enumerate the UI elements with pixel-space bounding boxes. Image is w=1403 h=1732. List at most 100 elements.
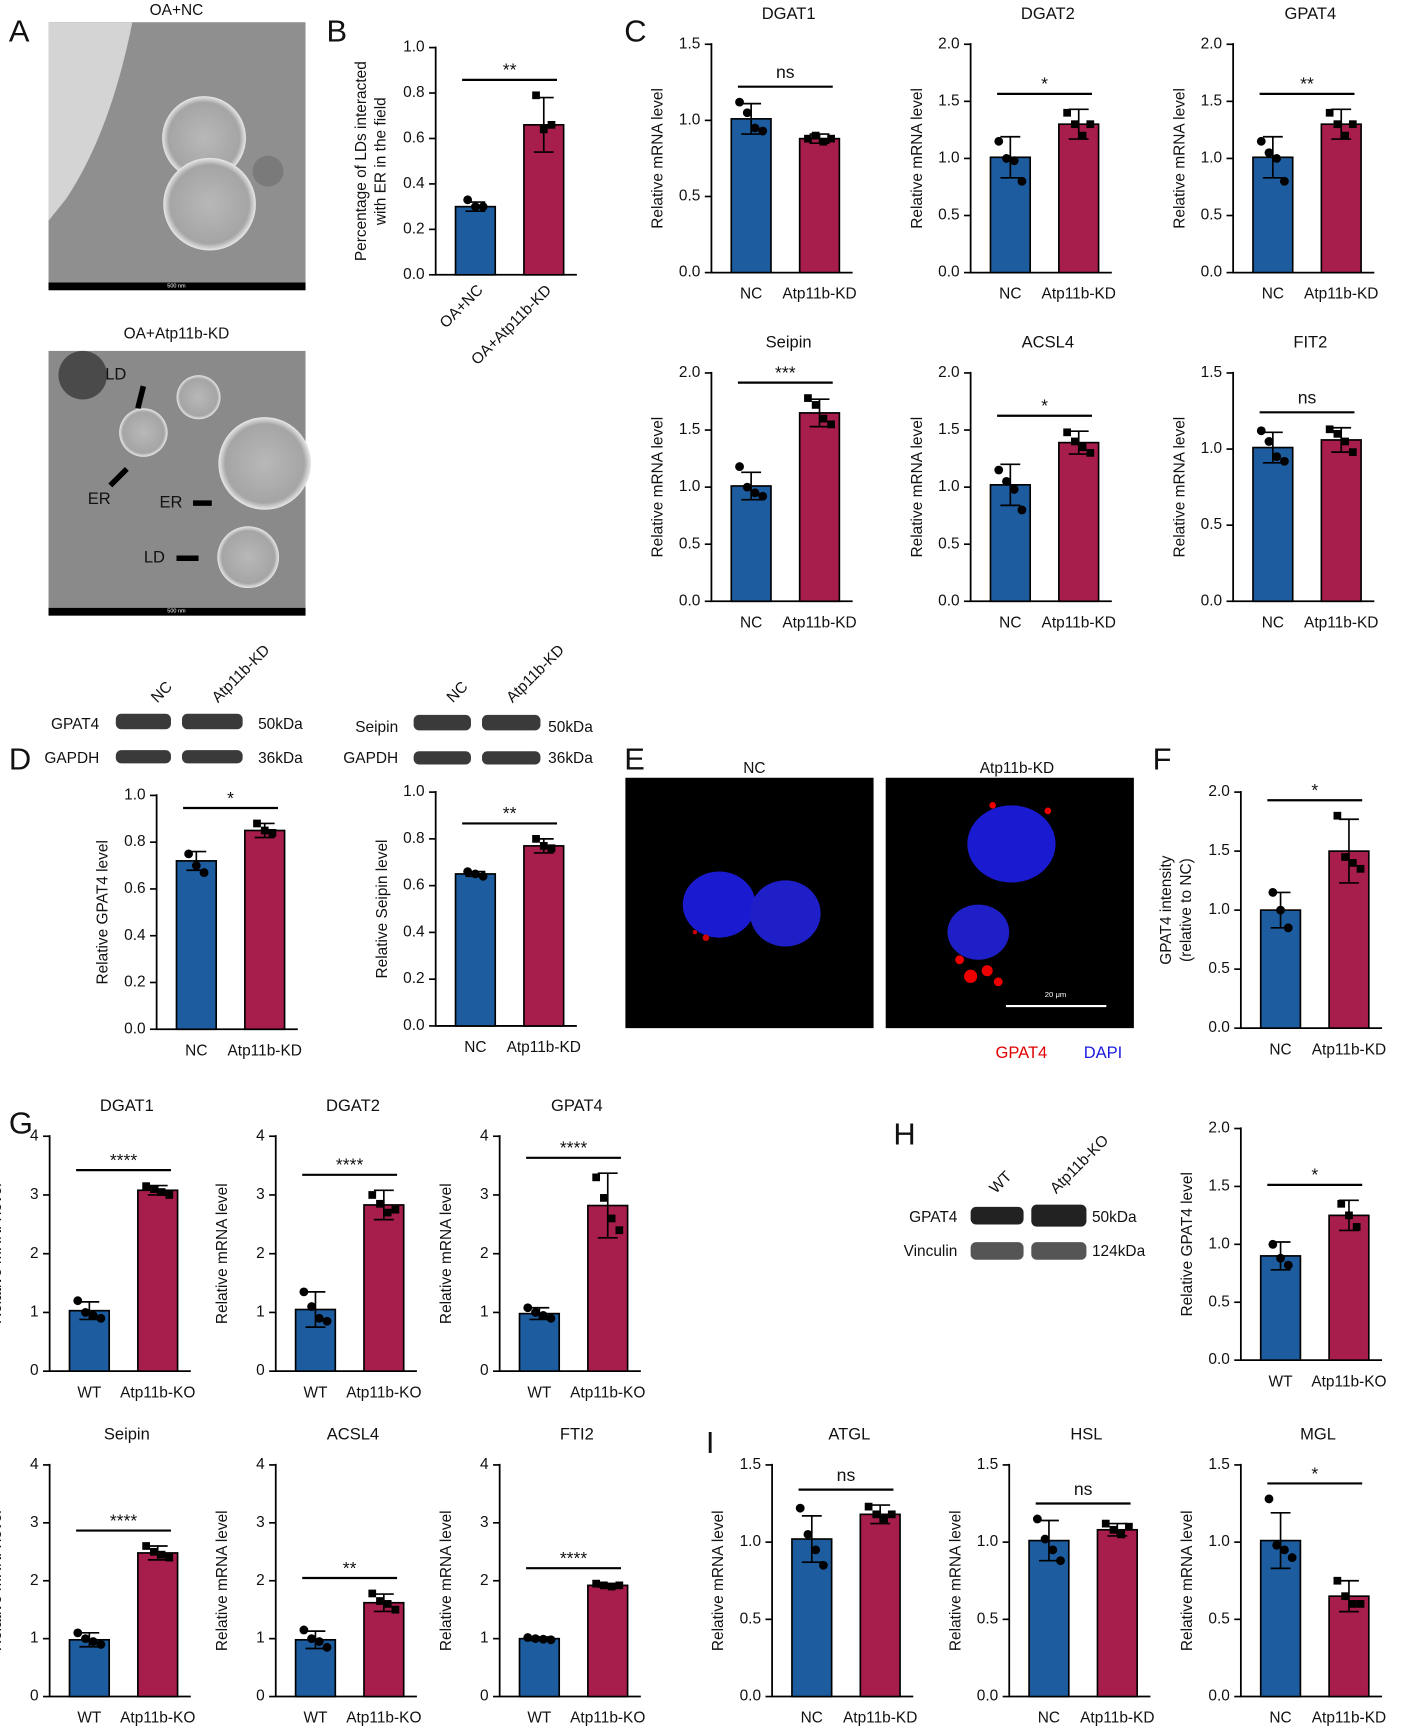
- data-point: [1348, 859, 1357, 867]
- y-tick-label: 4: [256, 1127, 265, 1144]
- bar: [1058, 123, 1100, 274]
- data-point: [260, 826, 269, 835]
- lane-label: Atp11b-KD: [209, 642, 274, 707]
- data-point: [1086, 449, 1095, 457]
- error-bar: [1270, 1511, 1291, 1570]
- y-tick-label: 3: [480, 1186, 489, 1203]
- significance-label: **: [503, 803, 517, 823]
- data-point: [538, 1634, 548, 1644]
- data-point: [887, 1510, 896, 1519]
- lane-label: WT: [986, 1168, 1015, 1197]
- y-tick-label: 3: [256, 1514, 265, 1531]
- y-axis-label: Relative mRNA level: [909, 88, 926, 229]
- y-tick-label: 0.4: [124, 927, 146, 944]
- data-point: [1333, 429, 1342, 438]
- lane-label: Atp11b-KO: [1047, 1132, 1112, 1197]
- data-point: [615, 1581, 624, 1590]
- data-point: [191, 861, 201, 870]
- y-tick-label: 1.0: [1208, 1533, 1229, 1550]
- y-tick-label: 3: [480, 1514, 489, 1531]
- data-point: [1071, 437, 1079, 446]
- y-tick-label: 1.5: [938, 92, 959, 109]
- y-tick-label: 1.5: [740, 1456, 761, 1473]
- y-tick-label: 0.4: [403, 175, 425, 192]
- x-tick-label: NC: [185, 1042, 207, 1059]
- data-point: [1333, 120, 1342, 129]
- data-point: [1287, 1553, 1297, 1562]
- y-tick-label: 1.5: [1201, 364, 1222, 381]
- scale-bar: 20 μm: [1045, 990, 1067, 999]
- data-point: [872, 1510, 881, 1519]
- protein-label: Seipin: [355, 719, 398, 736]
- error-bar: [801, 1515, 822, 1564]
- x-tick-label: NC: [740, 614, 762, 631]
- y-tick-label: 0: [30, 1688, 39, 1705]
- protein-label: GPAT4: [909, 1209, 958, 1226]
- y-tick-label: 1.0: [124, 786, 145, 803]
- y-axis-label: Relative mRNA level: [0, 1183, 5, 1324]
- y-tick-label: 0.0: [1201, 264, 1222, 281]
- annotation: LD: [144, 548, 165, 567]
- data-point: [735, 462, 744, 471]
- data-point: [150, 1185, 158, 1193]
- y-tick-label: 1.0: [938, 150, 959, 167]
- y-tick-label: 0.0: [403, 266, 424, 283]
- x-tick-label: Atp11b-KD: [1080, 1710, 1154, 1727]
- significance-label: ****: [336, 1155, 364, 1175]
- size-label: 50kDa: [548, 719, 593, 736]
- bar: [859, 1513, 901, 1698]
- bar: [1320, 439, 1362, 603]
- size-label: 50kDa: [258, 716, 303, 733]
- y-axis-label: Relative mRNA level: [1171, 88, 1188, 229]
- data-point: [1345, 1211, 1353, 1220]
- data-point: [81, 1634, 90, 1644]
- scale-bar: 500 nm: [167, 283, 186, 289]
- data-point: [1283, 923, 1293, 933]
- bar: [454, 205, 497, 276]
- x-tick-label: Atp11b-KD: [1312, 1041, 1386, 1058]
- data-point: [864, 1502, 873, 1511]
- bar: [175, 860, 218, 1031]
- significance-label: ***: [775, 362, 796, 382]
- data-point: [1280, 176, 1289, 186]
- data-point: [1125, 1522, 1133, 1531]
- lane-label: NC: [444, 678, 472, 706]
- y-tick-label: 1.5: [1201, 92, 1222, 109]
- chart-title: DGAT2: [1021, 4, 1075, 23]
- data-point: [827, 420, 835, 429]
- arrow: [135, 385, 147, 409]
- y-tick-label: 0.0: [1208, 1351, 1229, 1368]
- data-point: [1264, 1494, 1274, 1504]
- significance-label: ****: [110, 1150, 138, 1170]
- size-label: 36kDa: [548, 750, 593, 767]
- data-point: [307, 1634, 317, 1644]
- y-tick-label: 1.5: [679, 35, 700, 52]
- data-point: [1276, 1253, 1285, 1263]
- chart-title: GPAT4: [1284, 4, 1336, 23]
- data-point: [376, 1597, 384, 1605]
- data-point: [1325, 425, 1334, 434]
- x-tick-label: NC: [999, 614, 1021, 631]
- data-point: [184, 849, 194, 859]
- annotation: LD: [105, 365, 126, 384]
- y-tick-label: 1.0: [938, 478, 959, 495]
- data-point: [142, 1182, 151, 1191]
- y-tick-label: 1.5: [679, 421, 700, 438]
- significance-label: ****: [560, 1548, 588, 1568]
- significance-label: *: [1311, 780, 1318, 800]
- data-point: [819, 414, 828, 423]
- y-axis-label: Relative mRNA level: [1171, 417, 1188, 558]
- data-point: [1117, 1530, 1126, 1539]
- bar: [798, 137, 841, 274]
- data-point: [1337, 1199, 1346, 1208]
- data-point: [1341, 853, 1349, 861]
- y-tick-label: 1: [30, 1304, 39, 1321]
- y-tick-label: 0: [480, 1362, 489, 1379]
- chart-title: Seipin: [104, 1425, 150, 1444]
- bar: [1328, 1214, 1370, 1361]
- data-point: [199, 868, 209, 877]
- panel-label: H: [893, 1116, 915, 1151]
- y-tick-label: 0.2: [403, 220, 424, 237]
- y-tick-label: 0.6: [124, 880, 145, 897]
- significance-label: ****: [110, 1510, 138, 1530]
